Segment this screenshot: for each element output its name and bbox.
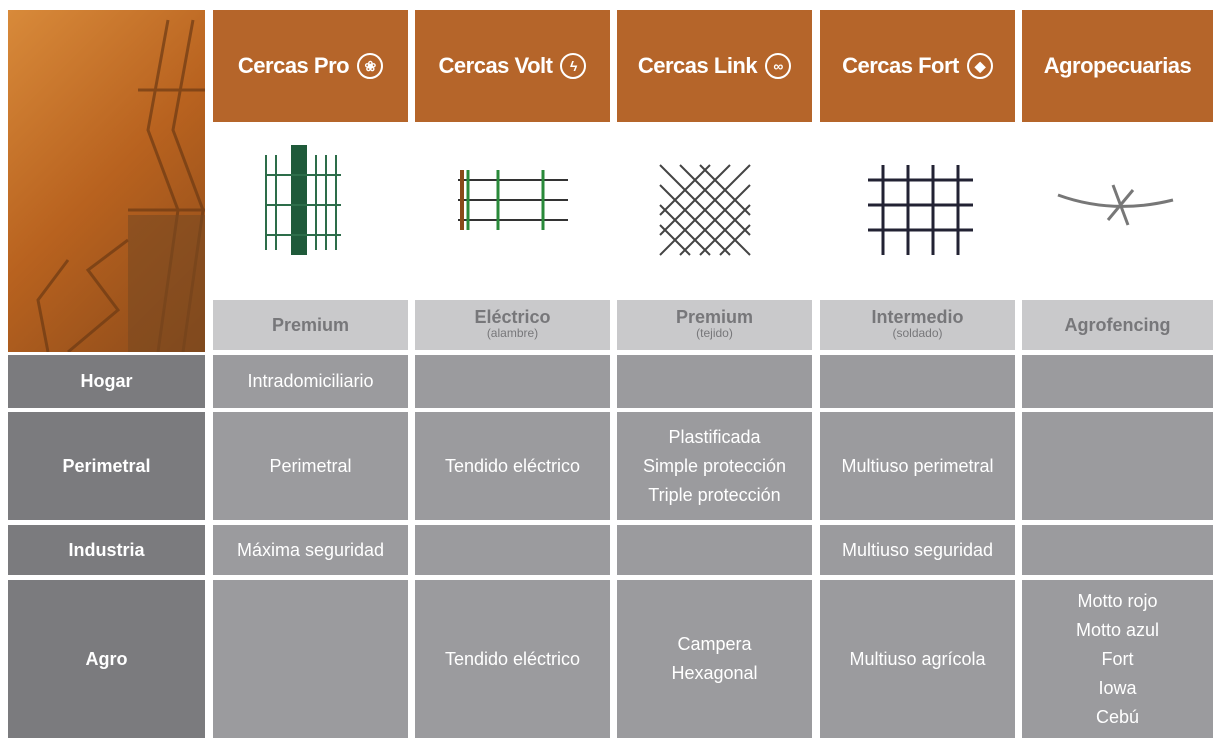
table-cell <box>617 355 812 408</box>
column-title: Agropecuarias <box>1043 53 1192 78</box>
table-cell: Máxima seguridad <box>213 525 408 575</box>
table-cell <box>617 525 812 575</box>
cell-line: Plastificada <box>668 426 761 447</box>
column-header: Cercas Fort ◆ <box>820 10 1015 122</box>
product-photo <box>658 164 751 256</box>
column-subtitle: Premium <box>213 300 408 350</box>
row-label-text: Industria <box>68 539 145 560</box>
table-cell <box>415 525 610 575</box>
table-cell <box>1022 525 1213 575</box>
column-title: Cercas Pro <box>237 53 350 78</box>
table-cell: Multiuso perimetral <box>820 412 1015 520</box>
row-label-text: Agro <box>85 648 128 669</box>
table-cell <box>213 580 408 738</box>
subtitle-main: Premium <box>271 315 350 335</box>
product-image <box>213 122 408 298</box>
product-image <box>617 122 812 298</box>
row-label: Agro <box>8 580 205 738</box>
cell-line: Fort <box>1101 648 1134 669</box>
brand-icon: ◆ <box>966 53 993 79</box>
column-subtitle: Eléctrico (alambre) <box>415 300 610 350</box>
subtitle-note: (tejido) <box>696 326 733 340</box>
row-label-text: Perimetral <box>62 455 151 476</box>
brand-icon: ∞ <box>765 53 792 79</box>
table-cell: Campera Hexagonal <box>617 580 812 738</box>
table-cell: Multiuso agrícola <box>820 580 1015 738</box>
row-label: Industria <box>8 525 205 575</box>
column-title: Cercas Volt <box>438 53 553 78</box>
brand-icon: ❀ <box>357 53 384 79</box>
cell-line: Multiuso seguridad <box>841 539 994 560</box>
product-photo <box>1056 184 1173 226</box>
product-image <box>1022 122 1213 298</box>
table-cell: Perimetral <box>213 412 408 520</box>
cell-line: Campera <box>677 634 752 654</box>
cell-line: Máxima seguridad <box>236 539 385 560</box>
cell-line: Motto azul <box>1075 619 1160 640</box>
subtitle-note: (alambre) <box>486 326 539 340</box>
subtitle-main: Intermedio <box>871 307 964 327</box>
table-cell <box>1022 355 1213 408</box>
table-cell <box>415 355 610 408</box>
table-cell <box>1022 412 1213 520</box>
subtitle-main: Premium <box>675 307 754 327</box>
column-title: Cercas Fort <box>842 53 959 78</box>
cell-line: Multiuso agrícola <box>849 648 986 669</box>
subtitle-main: Eléctrico <box>474 307 551 327</box>
cell-line: Hexagonal <box>671 663 758 683</box>
cell-line: Tendido eléctrico <box>444 455 581 476</box>
fence-photo <box>36 19 205 352</box>
table-cell <box>820 355 1015 408</box>
table-cell: Plastificada Simple protección Triple prot… <box>617 412 812 520</box>
product-image <box>820 122 1015 298</box>
cell-line: Simple protección <box>642 455 787 476</box>
product-photo <box>264 145 341 255</box>
subtitle-note: (soldado) <box>892 326 943 340</box>
row-label: Hogar <box>8 355 205 408</box>
column-subtitle: Intermedio (soldado) <box>820 300 1015 350</box>
cell-line: Triple protección <box>648 484 781 505</box>
product-image <box>415 122 610 298</box>
cell-line: Intradomiciliario <box>247 371 374 391</box>
column-title: Cercas Link <box>637 53 758 78</box>
brand-icon: ϟ <box>560 53 587 79</box>
column-header: Agropecuarias <box>1022 10 1213 122</box>
row-label-text: Hogar <box>80 371 133 391</box>
cell-line: Motto rojo <box>1077 590 1158 611</box>
table-cell: Tendido eléctrico <box>415 580 610 738</box>
column-header: Cercas Link ∞ <box>617 10 812 122</box>
cell-line: Multiuso perimetral <box>841 455 994 476</box>
cell-line: Perimetral <box>269 455 352 476</box>
corner-image <box>8 10 205 352</box>
table-cell: Motto rojo Motto azul Fort Iowa Cebú <box>1022 580 1213 738</box>
column-header: Cercas Pro ❀ <box>213 10 408 122</box>
cell-line: Iowa <box>1098 677 1137 698</box>
table-cell: Multiuso seguridad <box>820 525 1015 575</box>
column-subtitle: Agrofencing <box>1022 300 1213 350</box>
cell-line: Tendido eléctrico <box>444 648 581 669</box>
product-photo <box>867 165 973 255</box>
table-cell: Tendido eléctrico <box>415 412 610 520</box>
table-cell: Intradomiciliario <box>213 355 408 408</box>
column-header: Cercas Volt ϟ <box>415 10 610 122</box>
product-photo <box>457 170 568 230</box>
subtitle-main: Agrofencing <box>1064 315 1171 335</box>
cell-line: Cebú <box>1095 706 1140 727</box>
column-subtitle: Premium (tejido) <box>617 300 812 350</box>
row-label: Perimetral <box>8 412 205 520</box>
